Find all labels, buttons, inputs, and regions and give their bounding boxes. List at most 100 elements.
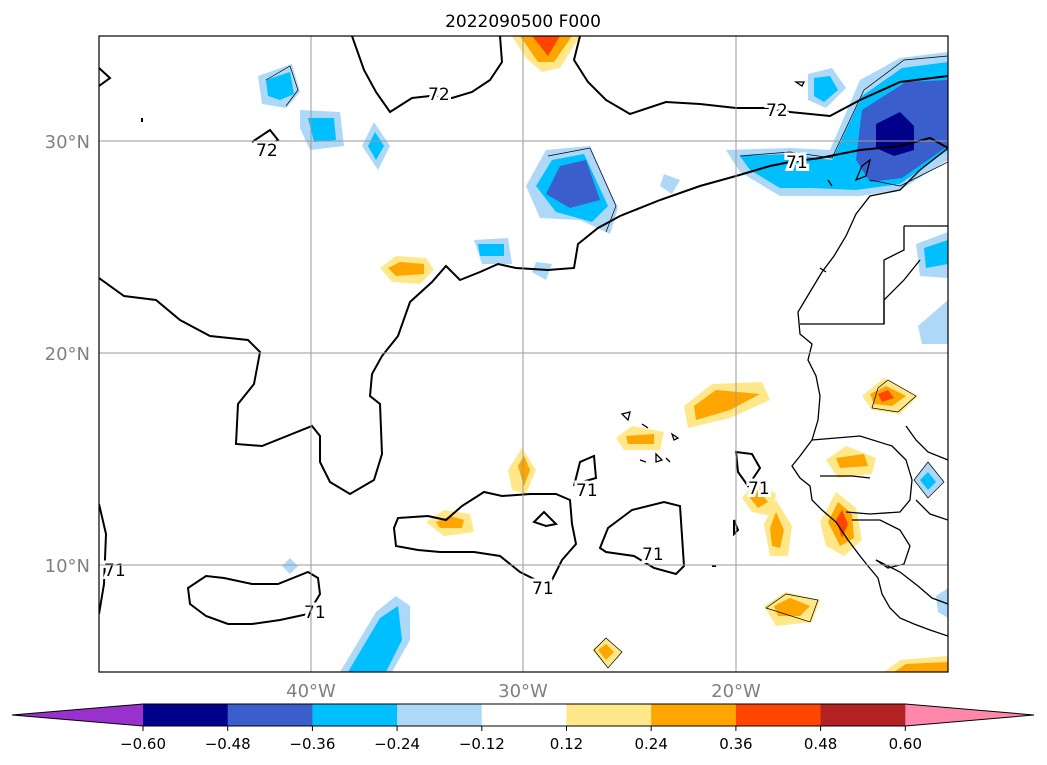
africa-coast [791, 147, 948, 637]
shading-outlines [265, 55, 948, 669]
neg-region-east-3-core [920, 472, 936, 490]
pos-region-e3-core [836, 454, 868, 468]
pos-region-c5-core [598, 644, 614, 660]
latitude-labels: 30°N 20°N 10°N [45, 132, 90, 577]
colorbar-tick-label: 0.24 [634, 735, 667, 753]
border-gambia [820, 475, 871, 479]
contour-label: 71 [642, 545, 664, 565]
pos-region-e5-red [836, 510, 848, 538]
lon-label: 30°W [498, 681, 548, 702]
contour-72-north [351, 36, 504, 114]
colorbar-tick-label: 0.60 [889, 735, 922, 753]
contour-71-south-center [392, 490, 578, 584]
colorbar-segment [651, 704, 737, 726]
colorbar-segment [312, 704, 398, 726]
pos-region-c2-core [626, 434, 654, 444]
contour-71-small-e [734, 450, 762, 488]
border-mali [905, 425, 948, 461]
contour-71-loop [532, 510, 559, 528]
contour-label: 71 [532, 579, 554, 599]
negative-anomaly-shading [258, 52, 948, 672]
figure-title: 2022090500 F000 [445, 12, 601, 32]
colorbar-tick-label: −0.60 [120, 735, 166, 753]
contour-71-island [573, 454, 598, 487]
colorbar-tick-label: −0.36 [289, 735, 335, 753]
map-panel: 72 72 72 71 71 71 71 71 71 71 [99, 36, 948, 672]
contour-71-south-east [598, 500, 686, 576]
pos-region-top-red [532, 36, 560, 56]
border-sleone [875, 559, 948, 605]
contour-label: 72 [256, 141, 278, 161]
colorbar-tick-label: 0.36 [719, 735, 752, 753]
colorbar-segment [143, 704, 229, 726]
contour-label: 72 [766, 101, 788, 121]
pos-region-w1-core [388, 262, 424, 276]
colorbar: −0.60 −0.48 −0.36 −0.24 −0.12 0.12 0.24 0.36 0.4… [11, 703, 1035, 753]
neg-region-small-1-core [478, 244, 504, 256]
pos-region-e6-core [774, 598, 810, 616]
colorbar-segment [397, 704, 483, 726]
pos-region-e2-core [770, 512, 784, 548]
colorbar-segment [735, 704, 822, 726]
colorbar-segment [566, 704, 652, 726]
contour-label: 71 [104, 561, 126, 581]
colorbar-tick-label: 0.12 [550, 735, 583, 753]
border-guinea [852, 519, 911, 569]
contour-label: 71 [576, 481, 598, 501]
pos-region-se-core [894, 662, 948, 672]
colorbar-segment [227, 704, 313, 726]
neg-region-tiny [282, 558, 298, 574]
contour-72-northeast [572, 36, 948, 118]
coastlines [620, 81, 948, 637]
contour-71-sw [186, 570, 322, 625]
border-senegal [811, 435, 913, 515]
neg-region-east-4 [936, 588, 948, 618]
canary-islands [819, 158, 872, 273]
gridlines [99, 36, 948, 672]
colorbar-extend-max [905, 704, 1034, 726]
contour-71-left [99, 67, 112, 87]
colorbar-extend-min [12, 704, 143, 726]
contour-72-small [251, 128, 280, 149]
neg-region-mid-deep [546, 160, 600, 208]
pos-region-c3-core [518, 456, 530, 486]
neg-region-small-3 [660, 174, 680, 194]
contour-71-main [99, 136, 948, 496]
contour-label: 71 [304, 603, 326, 623]
neg-region-east-1-core [924, 240, 948, 268]
contour-label: 71 [748, 479, 770, 499]
madeira [793, 81, 806, 87]
contour-label: 71 [786, 153, 808, 173]
map-frame [98, 35, 949, 673]
contour-label-group: 72 72 72 71 71 71 71 71 71 71 [101, 82, 811, 626]
contour-lines [99, 36, 948, 625]
neg-region-ne-small-core [814, 76, 838, 102]
lon-label: 20°W [711, 681, 761, 702]
colorbar-segment [481, 704, 567, 726]
neg-region-south-core [348, 606, 402, 672]
border-wsahara [800, 226, 905, 325]
lon-label: 40°W [286, 681, 336, 702]
pos-region-c1-core [694, 390, 760, 420]
lat-label: 10°N [45, 556, 90, 577]
neg-region-nw-b-core [308, 118, 336, 142]
neg-region-nw-a-core [266, 72, 294, 100]
lat-label: 30°N [45, 132, 90, 153]
colorbar-tick-label: −0.24 [374, 735, 420, 753]
longitude-labels: 40°W 30°W 20°W [286, 681, 761, 702]
neg-region-east-2 [918, 300, 948, 344]
colorbar-tick-label: −0.12 [459, 735, 505, 753]
border-mauritania [883, 259, 921, 324]
cape-verde-islands [620, 411, 680, 463]
positive-anomaly-shading [380, 36, 948, 672]
colorbar-segment [820, 704, 906, 726]
contour-71-west [99, 503, 108, 615]
neg-region-nw-c-core [368, 132, 384, 160]
border-east [915, 499, 948, 521]
pos-region-e1-core [750, 490, 768, 508]
colorbar-tick-label: 0.48 [804, 735, 837, 753]
colorbar-tick-label: −0.48 [205, 735, 251, 753]
pos-region-e4-red [878, 390, 894, 402]
lat-label: 20°N [45, 344, 90, 365]
